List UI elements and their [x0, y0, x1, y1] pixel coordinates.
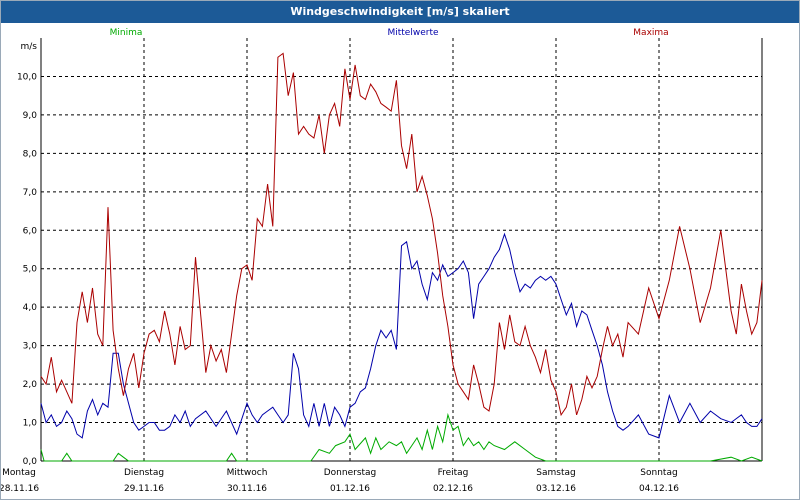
axis-labels: 0,0 1,0 2,0 3,0 4,0 5,0 6,0 7,0 8,0 9,0 10,0 m/s Mon…: [1, 42, 679, 494]
y-tick-label: 2,0: [23, 380, 38, 390]
x-date-label: 02.12.16: [433, 484, 473, 494]
x-day-label: Dienstag: [124, 468, 164, 478]
y-tick-label: 8,0: [23, 149, 38, 159]
y-tick-label: 0,0: [23, 457, 38, 467]
y-tick-label: 5,0: [23, 265, 38, 275]
series-line-minima: [40, 412, 763, 462]
series-lines: [40, 52, 763, 462]
x-day-label: Samstag: [536, 468, 575, 478]
legend-mittelwerte: Mittelwerte: [387, 28, 438, 38]
x-day-label: Montag: [2, 468, 36, 478]
x-date-label: 29.11.16: [124, 484, 164, 494]
x-day-label: Sonntag: [640, 468, 677, 478]
y-tick-label: 9,0: [23, 111, 38, 121]
x-day-label: Donnerstag: [324, 468, 377, 478]
x-day-label: Mittwoch: [227, 468, 268, 478]
grid: [41, 38, 762, 461]
legend-minima: Minima: [110, 28, 143, 38]
x-date-label: 28.11.16: [1, 484, 39, 494]
x-date-label: 04.12.16: [639, 484, 679, 494]
y-tick-label: 10,0: [17, 72, 37, 82]
x-date-label: 30.11.16: [227, 484, 267, 494]
legend: Minima Mittelwerte Maxima: [110, 28, 669, 38]
series-line-maxima: [40, 52, 763, 417]
y-axis-unit: m/s: [21, 42, 38, 52]
x-date-label: 03.12.16: [536, 484, 576, 494]
series-line-mittelwerte: [40, 232, 763, 439]
y-tick-label: 7,0: [23, 188, 38, 198]
x-date-label: 01.12.16: [330, 484, 370, 494]
wind-speed-chart: 0,0 1,0 2,0 3,0 4,0 5,0 6,0 7,0 8,0 9,0 10,0 m/s Mon…: [1, 28, 763, 494]
window-title: Windgeschwindigkeit [m/s] skaliert: [1, 1, 799, 23]
legend-maxima: Maxima: [633, 28, 668, 38]
y-tick-label: 1,0: [23, 419, 38, 429]
y-tick-label: 4,0: [23, 303, 38, 313]
y-tick-label: 3,0: [23, 342, 38, 352]
x-day-label: Freitag: [438, 468, 469, 478]
y-tick-label: 6,0: [23, 226, 38, 236]
